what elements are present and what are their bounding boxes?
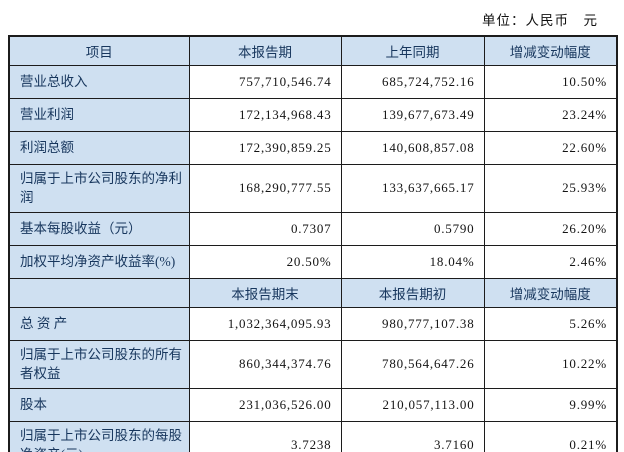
value-cell: 5.26% [483,306,618,341]
value-cell: 139,677,673.49 [340,97,485,132]
row-label: 归属于上市公司股东的净利润 [8,163,190,213]
value-cell: 133,637,665.17 [340,163,485,213]
value-cell: 25.93% [483,163,618,213]
value-cell: 3.7238 [188,420,342,452]
value-cell: 0.5790 [340,211,485,246]
value-cell: 172,134,968.43 [188,97,342,132]
value-cell: 18.04% [340,244,485,279]
header-cell-prior-period: 上年同期 [340,35,485,66]
table-row-weighted-avg-roe: 加权平均净资产收益率(%) 20.50% 18.04% 2.46% [8,244,618,279]
section2-header-row: 本报告期末 本报告期初 增减变动幅度 [8,277,618,308]
value-cell: 20.50% [188,244,342,279]
value-cell: 10.22% [483,339,618,389]
section1-header-row: 项目 本报告期 上年同期 增减变动幅度 [8,35,618,66]
table-row-operating-profit: 营业利润 172,134,968.43 139,677,673.49 23.24… [8,97,618,132]
value-cell: 23.24% [483,97,618,132]
value-cell: 2.46% [483,244,618,279]
value-cell: 210,057,113.00 [340,387,485,422]
row-label: 股本 [8,387,190,422]
value-cell: 26.20% [483,211,618,246]
row-label: 总 资 产 [8,306,190,341]
table-row-share-capital: 股本 231,036,526.00 210,057,113.00 9.99% [8,387,618,422]
row-label: 归属于上市公司股东的所有者权益 [8,339,190,389]
currency-unit-label: 单位：人民币 元 [482,13,598,28]
header-cell-period-begin: 本报告期初 [340,277,485,308]
value-cell: 0.7307 [188,211,342,246]
value-cell: 231,036,526.00 [188,387,342,422]
row-label: 营业利润 [8,97,190,132]
header-cell-current-period: 本报告期 [188,35,342,66]
value-cell: 168,290,777.55 [188,163,342,213]
value-cell: 172,390,859.25 [188,130,342,165]
header-cell-empty [8,277,190,308]
row-label: 利润总额 [8,130,190,165]
value-cell: 140,608,857.08 [340,130,485,165]
header-cell-change2: 增减变动幅度 [483,277,618,308]
value-cell: 685,724,752.16 [340,64,485,99]
value-cell: 1,032,364,095.93 [188,306,342,341]
value-cell: 3.7160 [340,420,485,452]
value-cell: 757,710,546.74 [188,64,342,99]
row-label: 基本每股收益（元） [8,211,190,246]
value-cell: 0.21% [483,420,618,452]
header-cell-change: 增减变动幅度 [483,35,618,66]
value-cell: 980,777,107.38 [340,306,485,341]
table-row-net-assets-per-share: 归属于上市公司股东的每股净资产(元) 3.7238 3.7160 0.21% [8,420,618,452]
table-row-basic-eps: 基本每股收益（元） 0.7307 0.5790 26.20% [8,211,618,246]
table-row-owners-equity: 归属于上市公司股东的所有者权益 860,344,374.76 780,564,6… [8,339,618,389]
value-cell: 22.60% [483,130,618,165]
value-cell: 10.50% [483,64,618,99]
value-cell: 780,564,647.26 [340,339,485,389]
table-row-net-profit-attributable: 归属于上市公司股东的净利润 168,290,777.55 133,637,665… [8,163,618,213]
header-cell-item: 项目 [8,35,190,66]
row-label: 营业总收入 [8,64,190,99]
table-row-total-profit: 利润总额 172,390,859.25 140,608,857.08 22.60… [8,130,618,165]
header-cell-period-end: 本报告期末 [188,277,342,308]
table-row-operating-revenue: 营业总收入 757,710,546.74 685,724,752.16 10.5… [8,64,618,99]
value-cell: 860,344,374.76 [188,339,342,389]
financial-summary-table: 项目 本报告期 上年同期 增减变动幅度 营业总收入 757,710,546.74… [8,35,618,452]
value-cell: 9.99% [483,387,618,422]
row-label: 归属于上市公司股东的每股净资产(元) [8,420,190,452]
table-row-total-assets: 总 资 产 1,032,364,095.93 980,777,107.38 5.… [8,306,618,341]
row-label: 加权平均净资产收益率(%) [8,244,190,279]
